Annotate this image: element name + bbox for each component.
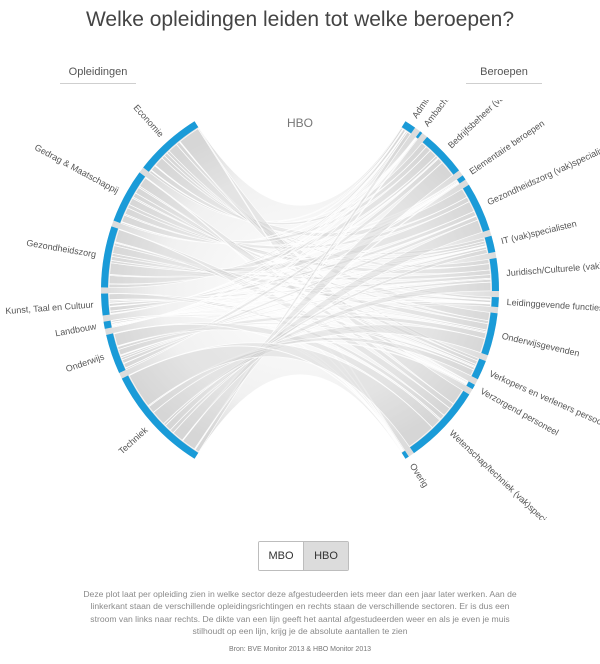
- level-label: HBO: [287, 116, 313, 130]
- beroep-arc[interactable]: [491, 296, 499, 308]
- beroepen-header: Beroepen: [466, 66, 542, 84]
- ribbon[interactable]: [113, 323, 403, 453]
- beroep-arc[interactable]: [409, 390, 470, 454]
- beroep-label: Elementaire beroepen: [468, 118, 547, 176]
- ribbon[interactable]: [178, 140, 469, 383]
- opleiding-arc[interactable]: [121, 375, 199, 459]
- opleiding-label: Techniek: [117, 425, 150, 457]
- chord-diagram: HBO Economie Gedrag & Maatschappij Gezondh…: [5, 100, 600, 520]
- ribbon-layer[interactable]: [108, 127, 492, 453]
- beroep-arc[interactable]: [484, 235, 496, 254]
- ribbon[interactable]: [181, 182, 460, 442]
- ribbon[interactable]: [116, 324, 467, 385]
- page-title: Welke opleidingen leiden tot welke beroe…: [85, 8, 515, 31]
- ribbon[interactable]: [169, 248, 488, 434]
- opleidingen-header: Opleidingen: [60, 66, 136, 84]
- ribbon[interactable]: [109, 245, 487, 308]
- opleiding-arc[interactable]: [103, 320, 112, 329]
- ribbon[interactable]: [163, 302, 491, 427]
- opleiding-label: Economie: [131, 103, 165, 139]
- beroep-label: Verkopers en verleners persoonlijke dien…: [488, 368, 600, 450]
- ribbon[interactable]: [124, 196, 470, 250]
- beroep-arc[interactable]: [456, 175, 466, 184]
- beroep-arc[interactable]: [422, 136, 460, 175]
- opleiding-label: Gezondheidszorg: [26, 238, 97, 260]
- beroep-arc[interactable]: [466, 381, 475, 390]
- beroep-arc[interactable]: [471, 358, 486, 380]
- ribbon[interactable]: [114, 241, 468, 384]
- opleiding-label: Landbouw: [54, 321, 97, 338]
- opleiding-arc[interactable]: [113, 172, 146, 223]
- level-toggle: MBO HBO: [258, 541, 349, 571]
- beroep-arc[interactable]: [489, 258, 499, 291]
- beroep-arc[interactable]: [401, 121, 416, 134]
- beroep-label: Overig: [408, 461, 431, 489]
- ribbon[interactable]: [168, 143, 491, 322]
- ribbon[interactable]: [120, 246, 488, 361]
- arc-layer: [101, 121, 499, 459]
- beroep-label: Onderwijsgevenden: [501, 331, 581, 359]
- ribbon[interactable]: [138, 185, 469, 384]
- toggle-mbo-button[interactable]: MBO: [259, 542, 303, 570]
- beroep-arc[interactable]: [462, 184, 490, 232]
- toggle-hbo-button[interactable]: HBO: [303, 542, 348, 570]
- ribbon[interactable]: [163, 152, 490, 269]
- source-text: Bron: BVE Monitor 2013 & HBO Monitor 201…: [228, 646, 372, 653]
- opleiding-label: Onderwijs: [64, 351, 106, 374]
- ribbon[interactable]: [132, 196, 492, 301]
- ribbon[interactable]: [110, 243, 487, 274]
- beroep-label: Leidinggevende functies: [506, 297, 600, 313]
- ribbon[interactable]: [123, 182, 459, 365]
- beroep-label: Wetenschap/techniek (vak)specialisten: [447, 428, 567, 520]
- chord-fill: [101, 121, 499, 459]
- opleiding-label: Kunst, Taal en Cultuur: [5, 300, 94, 316]
- ribbon[interactable]: [109, 296, 491, 304]
- opleiding-arc[interactable]: [101, 293, 110, 316]
- beroep-arc[interactable]: [481, 312, 498, 356]
- opleiding-arc[interactable]: [143, 121, 199, 172]
- beroep-label: IT (vak)specialisten: [500, 218, 578, 246]
- ribbon[interactable]: [193, 138, 418, 451]
- opleiding-label: Gedrag & Maatschappij: [33, 142, 121, 195]
- chord-background: [101, 121, 499, 459]
- beroep-label: Juridisch/Culturele (vak)specialisten: [506, 257, 600, 278]
- opleiding-arc[interactable]: [106, 333, 126, 373]
- beroep-arc[interactable]: [401, 450, 409, 459]
- beroep-arc[interactable]: [415, 131, 423, 139]
- ribbon[interactable]: [118, 314, 487, 356]
- description-text: Deze plot laat per opleiding zien in wel…: [83, 589, 517, 637]
- opleiding-arc[interactable]: [101, 226, 119, 288]
- ribbon[interactable]: [128, 345, 403, 453]
- ribbon[interactable]: [119, 300, 491, 357]
